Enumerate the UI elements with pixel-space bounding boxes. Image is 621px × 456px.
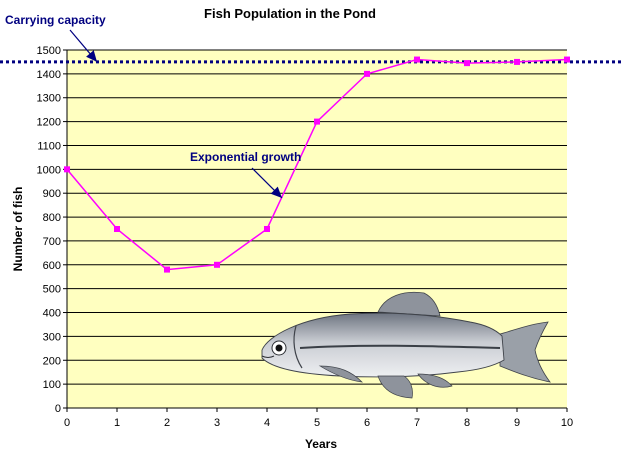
y-tick-label: 0 [55, 403, 61, 415]
y-tick-label: 1200 [37, 117, 61, 129]
annotation-arrows [69, 29, 283, 199]
x-tick-label: 0 [64, 417, 70, 429]
fish-gill [293, 325, 303, 369]
fish-lateral-line [299, 344, 501, 349]
data-point [314, 118, 320, 125]
fish-mouth [261, 355, 275, 358]
x-tick-label: 3 [214, 417, 220, 429]
fish-tail [499, 321, 551, 383]
exponential-growth-label: Exponential growth [190, 150, 301, 164]
x-tick-label: 2 [164, 417, 170, 429]
growth-arrow-head [270, 186, 282, 198]
x-tick-label: 4 [264, 417, 270, 429]
data-point [64, 166, 70, 173]
x-tick-label: 5 [314, 417, 320, 429]
y-tick-label: 900 [43, 188, 61, 200]
fish-drawing [261, 291, 551, 399]
x-tick-label: 6 [364, 417, 370, 429]
y-tick-label: 1400 [37, 69, 61, 81]
y-tick-label: 500 [43, 284, 61, 296]
fish-pupil [275, 344, 283, 352]
fish-anal-fin [377, 375, 413, 399]
y-tick-label: 1500 [37, 45, 61, 57]
y-tick-label: 600 [43, 260, 61, 272]
data-point [364, 70, 370, 77]
x-tick-label: 8 [464, 417, 470, 429]
x-tick-label: 10 [561, 417, 573, 429]
y-tick-labels: 0 100 200 300 400 500 600 700 800 900 1000 1100 1200… [37, 45, 61, 415]
data-point [214, 261, 220, 268]
y-tick-label: 1300 [37, 93, 61, 105]
fish-pectoral-fin [318, 365, 363, 383]
y-tick-label: 300 [43, 331, 61, 343]
y-tick-label: 1100 [37, 140, 61, 152]
x-tick-label: 1 [114, 417, 120, 429]
data-point [564, 56, 570, 63]
data-point [514, 58, 520, 65]
gridlines [63, 49, 568, 412]
capacity-arrow-head [86, 50, 97, 62]
y-tick-label: 400 [43, 308, 61, 320]
data-point [164, 266, 170, 273]
chart-title: Fish Population in the Pond [204, 6, 376, 21]
data-point [114, 226, 120, 232]
fish-pelvic-fin [417, 373, 453, 388]
x-axis-label: Years [305, 437, 337, 451]
y-tick-label: 700 [43, 236, 61, 248]
y-tick-label: 800 [43, 212, 61, 224]
x-tick-label: 9 [514, 417, 520, 429]
y-axis-label: Number of fish [11, 187, 25, 272]
y-tick-label: 200 [43, 355, 61, 367]
data-points [64, 56, 570, 273]
carrying-capacity-label: Carrying capacity [5, 13, 106, 27]
y-tick-label: 1000 [37, 164, 61, 176]
x-tick-label: 7 [414, 417, 420, 429]
data-point [264, 226, 270, 232]
x-tick-labels: 0 1 2 3 4 5 6 7 8 9 10 [64, 417, 573, 429]
data-point [414, 56, 420, 63]
y-tick-label: 100 [43, 379, 61, 391]
data-point [464, 60, 470, 67]
fish-dorsal-fin [377, 291, 441, 317]
